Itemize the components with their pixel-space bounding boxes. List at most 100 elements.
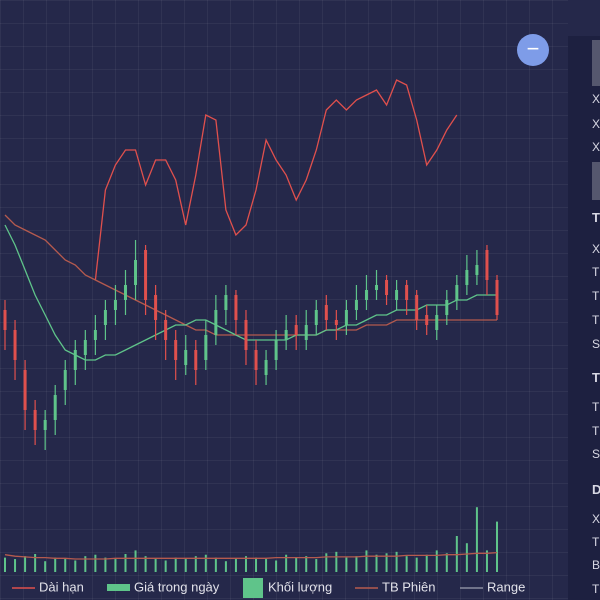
sidebar-label: T: [592, 370, 600, 385]
volume-bar: [305, 556, 308, 572]
volume-bar: [355, 556, 358, 572]
candle-body: [224, 295, 228, 310]
candle-body: [63, 370, 67, 390]
candle-body: [445, 300, 449, 315]
sidebar-label: T: [592, 424, 600, 438]
volume-bar: [395, 551, 398, 572]
candle-body: [23, 370, 27, 410]
candle-body: [73, 350, 77, 370]
sidebar-block: [592, 40, 600, 86]
candle-body: [154, 295, 158, 320]
collapse-button[interactable]: −: [517, 34, 549, 66]
candle-body: [264, 360, 268, 375]
volume-bar: [415, 557, 418, 572]
legend-label: Range: [487, 579, 525, 594]
candle-body: [174, 340, 178, 360]
volume-bar: [224, 561, 227, 572]
candle-body: [294, 325, 298, 335]
candle-body: [103, 310, 107, 325]
volume-bar: [104, 557, 107, 572]
volume-bar: [465, 543, 468, 572]
volume-bar: [375, 554, 378, 572]
volume-bar: [174, 557, 177, 572]
chart: Dài hạn Giá trong ngày Khối lượng TB Phiên R…: [3, 79, 525, 598]
candle-body: [113, 300, 117, 310]
volume-bar: [154, 559, 157, 572]
candle-body: [284, 330, 288, 340]
plot-area: Dài hạn Giá trong ngày Khối lượng TB Phiên R…: [0, 0, 568, 600]
sidebar-label: T: [592, 313, 600, 327]
candle-body: [83, 340, 87, 355]
volume-bar: [345, 557, 348, 572]
legend-swatch: [243, 578, 263, 598]
volume-bar: [496, 521, 498, 572]
candle-body: [385, 280, 389, 295]
candle-body: [234, 295, 238, 320]
candle-body: [204, 335, 208, 360]
indicator-line: [4, 214, 497, 336]
sidebar-label: T: [592, 210, 600, 225]
candle-body: [475, 265, 479, 275]
volume-bar: [94, 554, 97, 572]
sidebar-block: [592, 162, 600, 200]
sidebar-label: X: [592, 512, 600, 526]
sidebar-label: X: [592, 140, 600, 154]
volume-bar: [74, 560, 77, 572]
volume-bar: [44, 561, 47, 572]
volume-bar: [455, 536, 458, 572]
candle-body: [364, 290, 368, 300]
candle-body: [254, 350, 258, 370]
candle-body: [144, 250, 148, 300]
sidebar-label: T: [592, 289, 600, 303]
indicator-line: [94, 79, 458, 281]
volume-bar: [114, 559, 117, 572]
volume-bar: [64, 559, 67, 572]
volume-bar: [335, 551, 338, 572]
volume-bar: [475, 507, 478, 572]
volume-bar: [54, 557, 57, 572]
volume-bar: [325, 553, 328, 572]
sidebar-label: T: [592, 265, 600, 279]
candle-body: [184, 350, 188, 365]
candle-body: [375, 285, 379, 290]
volume-bar: [385, 553, 388, 572]
candle-body: [93, 330, 97, 340]
legend-label: TB Phiên: [382, 579, 435, 594]
candle-body: [274, 340, 278, 360]
candle-body: [194, 350, 198, 370]
candle-body: [405, 285, 409, 300]
volume-bar: [194, 556, 197, 572]
sidebar-label: S: [592, 447, 600, 461]
legend-label: Dài hạn: [39, 579, 84, 594]
volume-bar: [144, 556, 147, 572]
volume-bar: [14, 559, 17, 572]
candle-body: [33, 410, 37, 430]
volume-bar: [265, 559, 268, 572]
volume-bar: [134, 550, 137, 572]
sidebar-label: T: [592, 535, 600, 549]
sidebar-label: S: [592, 337, 600, 351]
volume-bar: [275, 560, 278, 572]
indicator-line: [4, 224, 497, 361]
volume-bar: [485, 550, 488, 572]
sidebar-label: X: [592, 92, 600, 106]
sidebar-label: D: [592, 482, 600, 497]
candle-body: [134, 260, 138, 285]
candle-body: [354, 300, 358, 310]
sidebar-label: T: [592, 582, 600, 596]
sidebar-label: X: [592, 117, 600, 131]
volume-bar: [244, 556, 247, 572]
candle-body: [214, 310, 218, 335]
candle-body: [334, 320, 338, 325]
sidebar-label: B: [592, 558, 600, 572]
candle-body: [395, 290, 399, 300]
legend-label: Giá trong ngày: [134, 579, 220, 594]
candle-body: [455, 285, 459, 300]
candle-body: [415, 295, 419, 320]
volume-bar: [315, 559, 318, 572]
candle-body: [495, 280, 499, 315]
volume-bar: [285, 554, 288, 572]
candle-body: [485, 250, 489, 280]
volume-bar: [405, 556, 408, 572]
